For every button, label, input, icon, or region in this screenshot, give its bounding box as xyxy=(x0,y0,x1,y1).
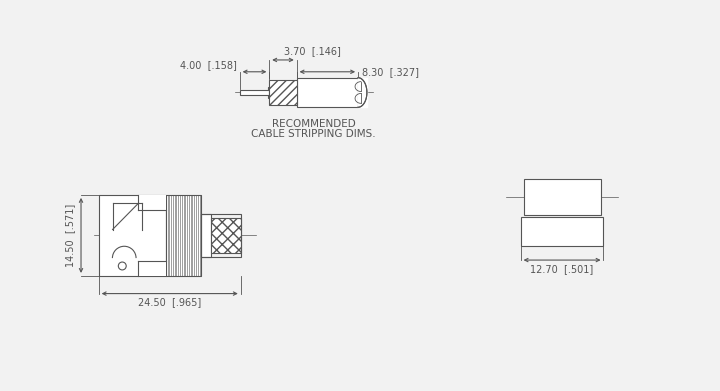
Bar xyxy=(240,90,269,95)
Bar xyxy=(166,195,202,276)
Text: CABLE STRIPPING DIMS.: CABLE STRIPPING DIMS. xyxy=(251,129,376,139)
Circle shape xyxy=(118,262,126,270)
Bar xyxy=(138,261,166,276)
Bar xyxy=(211,217,240,253)
Text: 4.00  [.158]: 4.00 [.158] xyxy=(180,60,237,70)
Text: 24.50  [.965]: 24.50 [.965] xyxy=(138,298,202,308)
Bar xyxy=(297,78,358,107)
Text: 14.50  [.571]: 14.50 [.571] xyxy=(65,204,75,267)
Text: RECOMMENDED: RECOMMENDED xyxy=(271,119,356,129)
Bar xyxy=(523,179,600,215)
Bar xyxy=(521,217,603,246)
Bar xyxy=(202,213,211,257)
Bar xyxy=(269,80,297,105)
Text: 12.70  [.501]: 12.70 [.501] xyxy=(531,264,594,274)
Bar xyxy=(202,213,240,257)
Bar xyxy=(269,86,297,99)
Text: 3.70  [.146]: 3.70 [.146] xyxy=(284,46,341,56)
Text: 8.30  [.327]: 8.30 [.327] xyxy=(362,67,419,77)
Bar xyxy=(138,195,166,210)
Bar xyxy=(99,195,166,276)
